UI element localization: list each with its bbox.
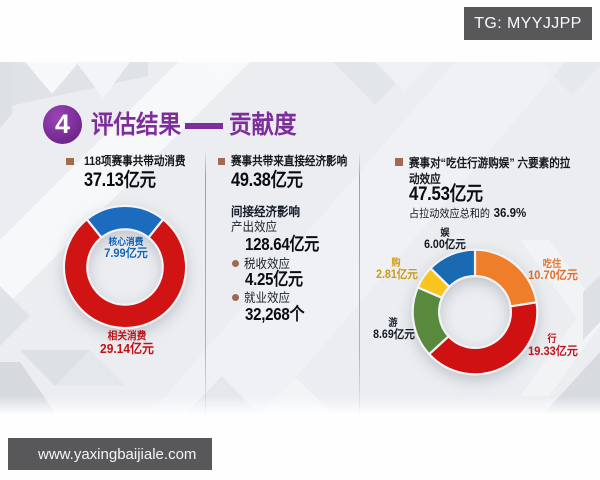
tax-effect-value: 4.25亿元 (244, 269, 303, 289)
bullet-round-employment (231, 294, 239, 301)
employment-effect-label: 就业效应 (244, 290, 291, 305)
consumption-donut-chart (63, 204, 188, 329)
column-divider-1 (205, 149, 206, 418)
section-number-circle: 4 (43, 105, 82, 144)
website-watermark-text: www.yaxingbaijiale.com (38, 445, 197, 463)
economic-value: 49.38亿元 (230, 170, 303, 191)
core-consumption-value: 7.99亿元 (104, 246, 149, 261)
indirect-impact-title: 间接经济影响 (230, 205, 300, 219)
donut-segment-1-4 (429, 248, 476, 288)
bullet-square-pull (395, 158, 403, 166)
pull-share-value: 36.9% (493, 206, 526, 220)
bullet-square-economic (217, 157, 225, 165)
consumption-header: 118项赛事共带动消费 (84, 154, 186, 168)
entertainment-label: 娱 (440, 228, 450, 239)
pull-header-line2: 动效应 (408, 171, 441, 186)
donut-segment-1-1 (427, 300, 538, 375)
transport-label: 行 (547, 333, 557, 345)
website-watermark: www.yaxingbaijiale.com (8, 438, 212, 470)
related-consumption-value: 29.14亿元 (99, 340, 154, 356)
employment-effect-value: 32,268个 (244, 304, 305, 325)
output-effect-label: 产出效应 (230, 220, 277, 235)
pull-value: 47.53亿元 (408, 182, 483, 205)
section-number: 4 (54, 109, 71, 139)
entertainment-value: 6.00亿元 (424, 238, 467, 251)
pull-share-prefix: 占拉动效应总和的 (408, 208, 490, 220)
pull-header-line1: 赛事对“吃住行游购娱” 六要素的拉 (408, 156, 570, 170)
tour-value: 8.69亿元 (372, 328, 415, 341)
title-dash (185, 123, 223, 129)
tour-label: 游 (388, 317, 398, 329)
page-title-left: 评估结果 (91, 111, 182, 139)
consumption-value: 37.13亿元 (84, 170, 156, 191)
shopping-value: 2.81亿元 (375, 268, 418, 281)
core-consumption-label: 核心消费 (108, 237, 144, 248)
transport-value: 19.33亿元 (528, 344, 579, 358)
related-consumption-label: 相关消费 (107, 329, 147, 342)
pull-share-line: 占拉动效应总和的 36.9% (409, 207, 526, 220)
donut-segment-0-1 (63, 217, 188, 329)
tax-effect-label: 税收效应 (244, 256, 291, 271)
food-lodging-value: 10.70亿元 (528, 268, 579, 282)
telegram-badge: TG: MYYJJPP (464, 7, 592, 40)
output-effect-value: 128.64亿元 (245, 234, 320, 255)
page-title-right: 贡献度 (229, 111, 297, 139)
telegram-badge-text: TG: MYYJJPP (474, 14, 582, 32)
food-lodging-label: 吃住 (542, 258, 561, 270)
shopping-label: 购 (391, 258, 401, 269)
column-divider-2 (358, 151, 360, 417)
bullet-round-tax (231, 260, 239, 267)
pull-donut-chart (411, 248, 538, 375)
slide-bottom-fade (0, 396, 600, 414)
economic-header: 赛事共带来直接经济影响 (230, 154, 347, 168)
bullet-square-consumption (66, 157, 74, 165)
